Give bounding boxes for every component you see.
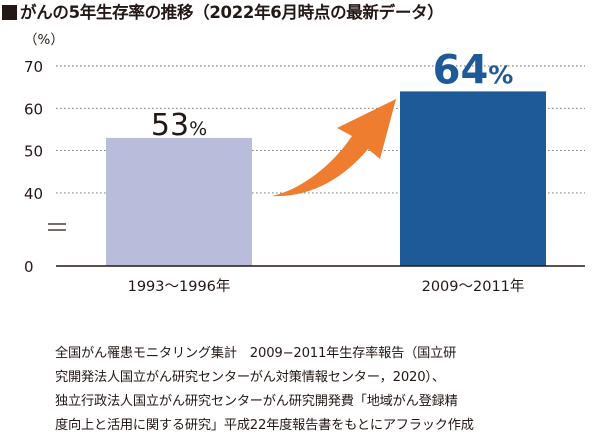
category-labels: 1993～1996年 2009～2011年 bbox=[128, 278, 525, 295]
source-line-2: 究開発法人国立がん研究センターがん対策情報センター，2020）、 bbox=[55, 370, 445, 385]
y-tick-label: 50 bbox=[24, 143, 43, 161]
title-square-marker bbox=[2, 5, 17, 20]
y-axis-ticks: 70 60 50 40 0 bbox=[24, 58, 43, 276]
value-label-2: 64% bbox=[433, 47, 514, 93]
y-tick-label: 40 bbox=[24, 185, 43, 203]
source-line-4: 度向上と活用に関する研究」平成22年度報告書をもとにアフラック作成 bbox=[55, 418, 474, 433]
increase-arrow-icon bbox=[272, 99, 396, 197]
y-tick-label: 0 bbox=[24, 258, 34, 276]
value-label-1: 53% bbox=[151, 108, 207, 143]
y-axis-unit-label: （%） bbox=[24, 32, 64, 48]
title-text: がんの5年生存率の推移（2022年6月時点の最新データ） bbox=[20, 3, 444, 22]
y-tick-label: 70 bbox=[24, 58, 43, 76]
source-line-1: 全国がん罹患モニタリング集計 2009−2011年生存率報告（国立研 bbox=[55, 346, 457, 361]
source-note: 全国がん罹患モニタリング集計 2009−2011年生存率報告（国立研 究開発法人… bbox=[55, 342, 595, 438]
bar-chart: 70 60 50 40 0 （%） 53% 64% 1993～1996年 2009～2011… bbox=[24, 32, 585, 295]
y-tick-label: 60 bbox=[24, 100, 43, 118]
chart-title: がんの5年生存率の推移（2022年6月時点の最新データ） bbox=[0, 0, 600, 30]
bar-1 bbox=[106, 137, 252, 266]
axis-break-mark bbox=[48, 223, 66, 231]
category-label-2: 2009～2011年 bbox=[422, 278, 525, 295]
bars bbox=[106, 91, 546, 266]
category-label-1: 1993～1996年 bbox=[128, 278, 231, 295]
value-labels: 53% 64% bbox=[151, 47, 513, 143]
bar-2 bbox=[400, 91, 546, 266]
source-line-3: 独立行政法人国立がん研究センターがん研究開発費「地域がん登録精 bbox=[55, 394, 458, 409]
